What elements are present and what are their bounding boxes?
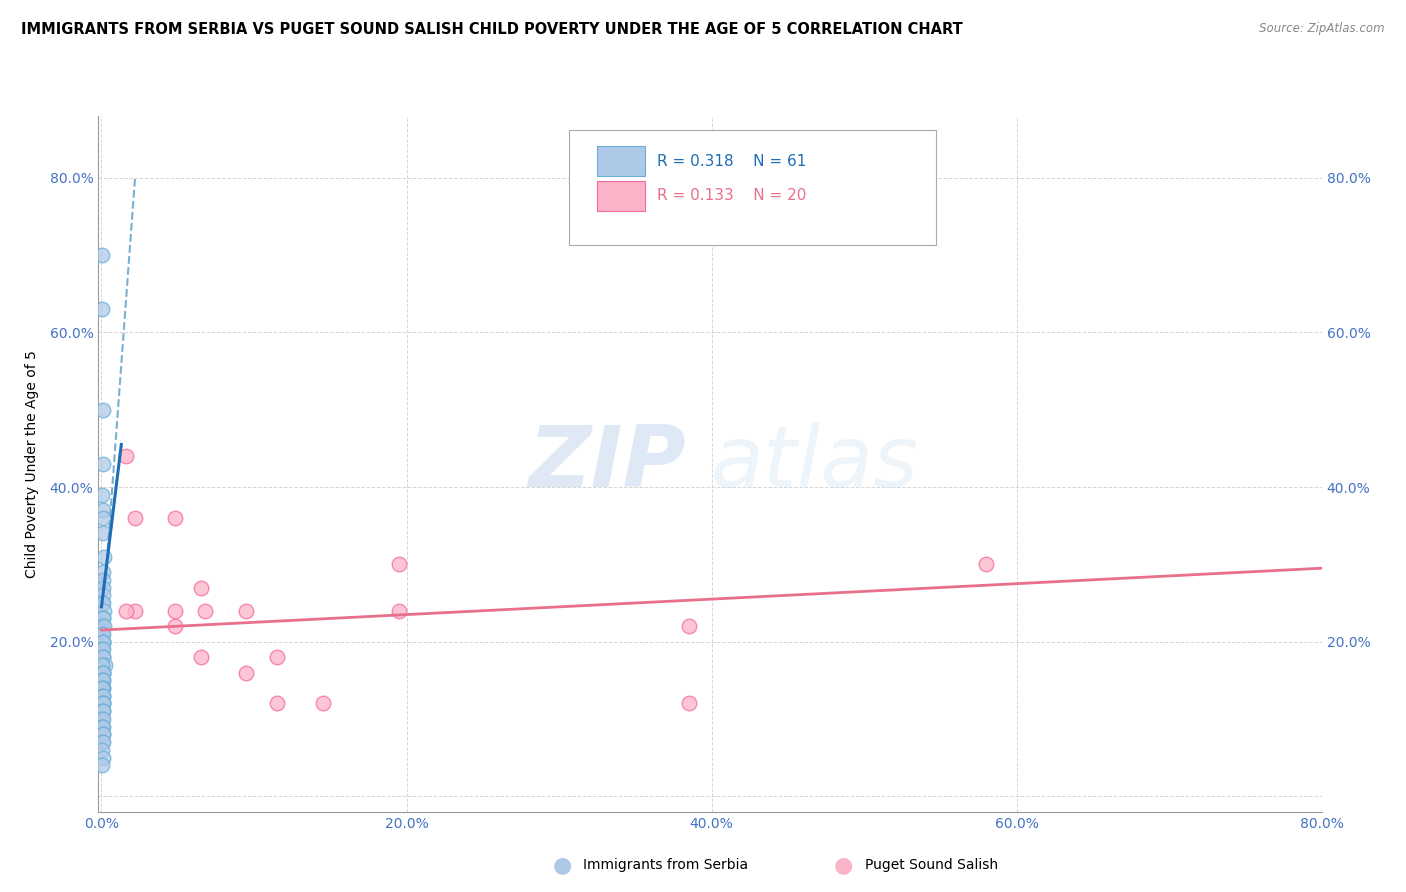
- Point: [311, 697, 333, 711]
- Point: [388, 604, 411, 618]
- Point: [91, 758, 114, 772]
- Point: [91, 488, 114, 502]
- Point: [91, 727, 114, 741]
- Point: [91, 720, 114, 734]
- Point: [91, 657, 114, 672]
- Point: [93, 681, 115, 695]
- Text: ZIP: ZIP: [527, 422, 686, 506]
- Point: [91, 689, 114, 703]
- Point: [91, 673, 114, 688]
- Point: [974, 558, 997, 572]
- Point: [91, 704, 114, 718]
- Point: [91, 526, 114, 541]
- Point: [93, 657, 115, 672]
- Point: [91, 596, 114, 610]
- Point: [124, 511, 146, 525]
- Point: [91, 619, 114, 633]
- Point: [91, 634, 114, 648]
- Point: [93, 697, 115, 711]
- Point: [93, 604, 115, 618]
- Point: [91, 743, 114, 757]
- Point: [124, 604, 146, 618]
- Point: [266, 697, 288, 711]
- Point: [678, 697, 700, 711]
- Point: [91, 611, 114, 625]
- Point: [93, 704, 115, 718]
- Point: [91, 712, 114, 726]
- Text: ●: ●: [553, 855, 572, 875]
- Point: [91, 697, 114, 711]
- Point: [91, 573, 114, 587]
- Point: [91, 611, 114, 625]
- Point: [91, 697, 114, 711]
- Point: [91, 302, 114, 317]
- Point: [91, 565, 114, 579]
- Point: [93, 619, 115, 633]
- Point: [91, 665, 114, 680]
- Point: [115, 449, 138, 463]
- FancyBboxPatch shape: [569, 130, 936, 244]
- Point: [163, 619, 186, 633]
- Point: [91, 665, 114, 680]
- Point: [91, 689, 114, 703]
- Point: [91, 704, 114, 718]
- Point: [190, 650, 212, 665]
- Point: [91, 689, 114, 703]
- Point: [91, 650, 114, 665]
- Text: Source: ZipAtlas.com: Source: ZipAtlas.com: [1260, 22, 1385, 36]
- Point: [91, 248, 114, 262]
- Point: [91, 750, 114, 764]
- Point: [93, 581, 115, 595]
- Point: [91, 735, 114, 749]
- Text: Puget Sound Salish: Puget Sound Salish: [865, 858, 998, 872]
- Point: [91, 673, 114, 688]
- Point: [91, 642, 114, 657]
- Text: atlas: atlas: [710, 422, 918, 506]
- Point: [388, 558, 411, 572]
- Point: [91, 402, 114, 417]
- Point: [91, 457, 114, 471]
- FancyBboxPatch shape: [598, 181, 645, 211]
- Point: [91, 627, 114, 641]
- Point: [163, 511, 186, 525]
- Point: [235, 604, 257, 618]
- Point: [235, 665, 257, 680]
- Point: [91, 511, 114, 525]
- Point: [266, 650, 288, 665]
- Text: R = 0.318    N = 61: R = 0.318 N = 61: [658, 153, 807, 169]
- Point: [163, 604, 186, 618]
- Point: [91, 681, 114, 695]
- Point: [91, 712, 114, 726]
- Text: IMMIGRANTS FROM SERBIA VS PUGET SOUND SALISH CHILD POVERTY UNDER THE AGE OF 5 CO: IMMIGRANTS FROM SERBIA VS PUGET SOUND SA…: [21, 22, 963, 37]
- Point: [91, 634, 114, 648]
- Point: [91, 588, 114, 602]
- Y-axis label: Child Poverty Under the Age of 5: Child Poverty Under the Age of 5: [24, 350, 38, 578]
- Point: [91, 503, 114, 517]
- Point: [91, 596, 114, 610]
- Point: [190, 581, 212, 595]
- Point: [91, 642, 114, 657]
- Point: [91, 720, 114, 734]
- Point: [91, 650, 114, 665]
- FancyBboxPatch shape: [598, 146, 645, 177]
- Point: [91, 627, 114, 641]
- Point: [115, 604, 138, 618]
- Point: [91, 681, 114, 695]
- Point: [91, 720, 114, 734]
- Point: [93, 727, 115, 741]
- Point: [93, 549, 115, 564]
- Text: Immigrants from Serbia: Immigrants from Serbia: [583, 858, 748, 872]
- Point: [194, 604, 217, 618]
- Point: [93, 665, 115, 680]
- Point: [678, 619, 700, 633]
- Point: [91, 673, 114, 688]
- Text: R = 0.133    N = 20: R = 0.133 N = 20: [658, 188, 807, 203]
- Point: [91, 735, 114, 749]
- Point: [93, 634, 115, 648]
- Text: ●: ●: [834, 855, 853, 875]
